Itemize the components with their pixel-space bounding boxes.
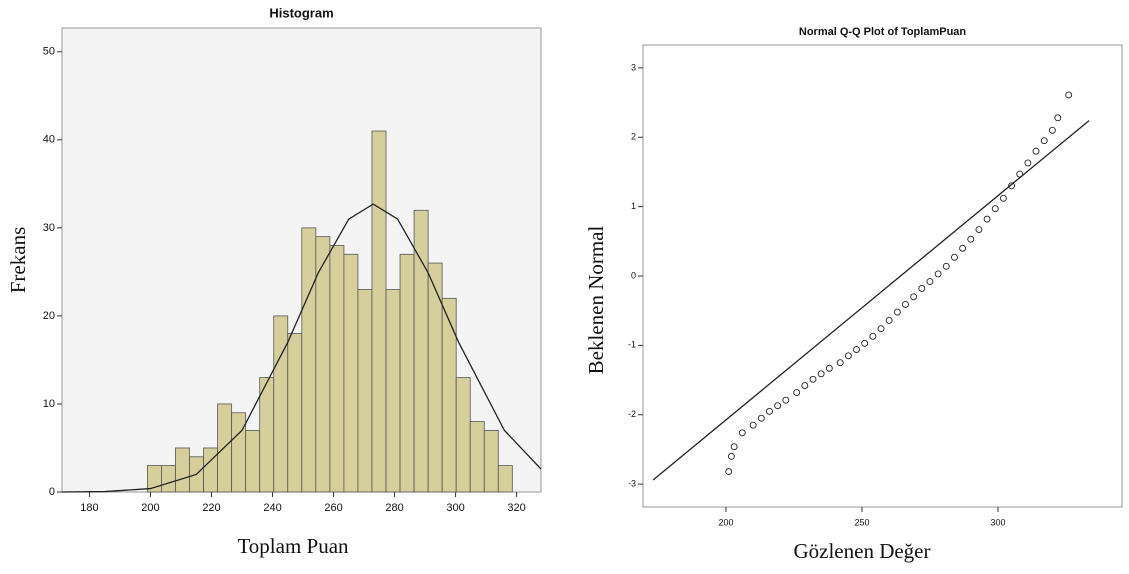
bar	[259, 377, 275, 493]
bar	[441, 297, 457, 493]
point	[730, 443, 738, 451]
x-tick-label: 320	[507, 502, 525, 514]
x-tick-label: 250	[854, 517, 869, 527]
point	[725, 468, 733, 476]
y-tick-label: 40	[43, 134, 55, 146]
x-tick-label: 180	[80, 502, 98, 514]
bar	[427, 262, 443, 493]
bar	[469, 421, 485, 493]
point	[967, 235, 975, 243]
bar	[399, 253, 415, 493]
bar	[329, 245, 345, 493]
point	[1024, 159, 1032, 167]
bar	[231, 412, 247, 493]
x-tick-label: 220	[202, 502, 220, 514]
point	[1048, 126, 1056, 134]
point	[1016, 170, 1024, 178]
point	[861, 339, 869, 347]
point	[902, 300, 909, 308]
point	[926, 278, 934, 285]
point	[844, 352, 852, 360]
y-tick-label: 0	[631, 270, 636, 280]
bar	[245, 429, 261, 493]
x-tick-label: 300	[990, 517, 1005, 527]
point	[801, 382, 809, 390]
normal-curve	[61, 203, 542, 493]
bar	[497, 465, 513, 493]
point	[934, 270, 942, 278]
point	[975, 226, 983, 233]
bar	[273, 315, 289, 493]
point	[950, 253, 958, 261]
plot-area	[642, 44, 1123, 508]
y-tick-label: 50	[43, 46, 55, 58]
point	[738, 429, 746, 437]
point	[877, 325, 885, 333]
point	[727, 452, 735, 460]
point	[766, 407, 773, 415]
x-axis-label: Gözlenen Değer	[793, 539, 930, 563]
point	[999, 194, 1007, 202]
point	[983, 215, 991, 223]
x-axis-label: Toplam Puan	[237, 534, 349, 558]
y-axis-label: Beklenen Normal	[584, 225, 608, 374]
point	[836, 359, 844, 367]
bar	[385, 289, 401, 493]
y-tick-label: 3	[631, 62, 636, 72]
bar	[175, 447, 190, 493]
chart-title: Normal Q-Q Plot of ToplamPuan	[799, 26, 967, 38]
bar	[203, 447, 218, 493]
bar	[483, 429, 499, 493]
reference-line	[652, 120, 1090, 481]
x-tick-label: 240	[263, 502, 281, 514]
x-tick-label: 200	[141, 502, 159, 514]
y-tick-label: 30	[43, 222, 55, 234]
bar	[161, 465, 176, 493]
point	[809, 375, 817, 383]
point	[959, 244, 967, 252]
point	[853, 346, 860, 353]
bar	[343, 253, 359, 493]
point	[774, 402, 782, 410]
point	[749, 421, 757, 429]
point	[942, 262, 950, 270]
y-tick-label: 2	[631, 132, 636, 142]
point	[991, 205, 999, 213]
bar	[371, 130, 387, 493]
point	[817, 370, 825, 378]
chart-title: Histogram	[269, 5, 333, 20]
bar	[301, 227, 317, 493]
y-axis-label: Frekans	[6, 227, 30, 294]
x-tick-label: 280	[385, 502, 403, 514]
y-tick-label: 20	[43, 310, 55, 322]
bar	[357, 289, 373, 493]
point	[1032, 147, 1040, 155]
point	[910, 293, 918, 301]
y-tick-label: -3	[628, 478, 636, 488]
y-tick-label: -1	[628, 340, 636, 350]
point	[885, 316, 893, 324]
point	[1008, 182, 1016, 190]
x-tick-label: 300	[446, 502, 464, 514]
y-tick-label: 0	[49, 486, 55, 498]
point	[793, 389, 801, 396]
point	[1054, 114, 1062, 122]
y-tick-label: 1	[631, 201, 636, 211]
point	[757, 414, 765, 422]
point	[1040, 137, 1048, 145]
x-tick-label: 260	[324, 502, 342, 514]
point	[1065, 91, 1073, 99]
bar	[287, 333, 303, 493]
y-tick-label: 10	[43, 398, 55, 410]
point	[825, 364, 833, 372]
point	[869, 332, 877, 340]
point	[893, 308, 901, 316]
point	[918, 285, 926, 292]
y-tick-label: -2	[628, 409, 636, 419]
bar	[455, 377, 471, 493]
point	[782, 396, 790, 404]
x-tick-label: 200	[718, 517, 733, 527]
